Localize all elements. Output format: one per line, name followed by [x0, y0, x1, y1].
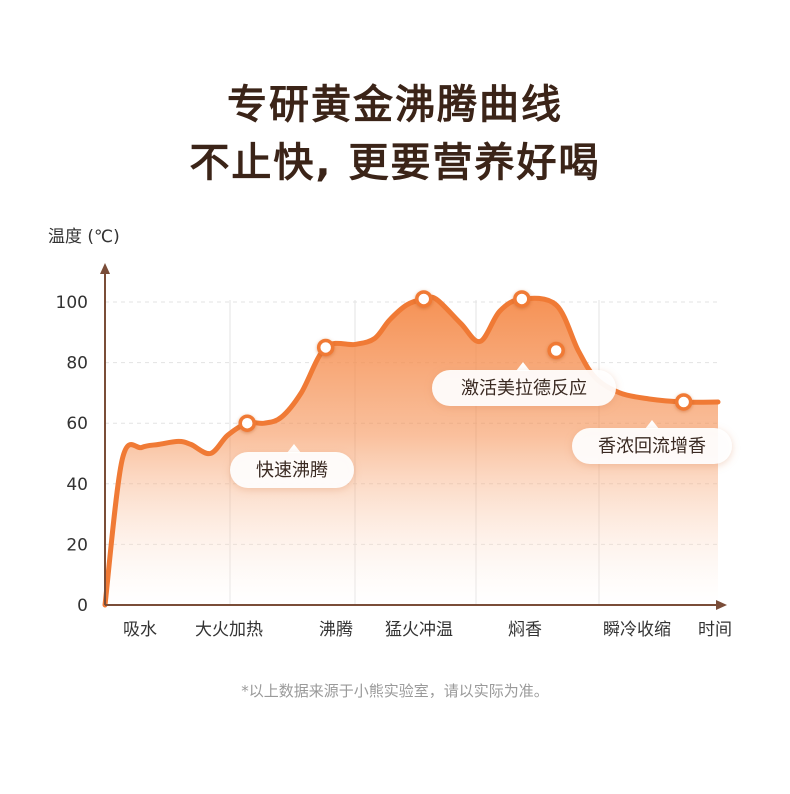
y-axis-label: 温度 (℃) [48, 227, 120, 247]
stage-label: 瞬冷收缩 [603, 620, 671, 640]
stage-label: 猛火冲温 [385, 620, 453, 640]
x-axis-arrow [716, 600, 727, 610]
y-tick-label: 0 [77, 596, 88, 616]
annotation-pointer [287, 444, 301, 453]
annotation-bubble [230, 452, 354, 488]
curve-marker [316, 338, 335, 357]
annotation-text: 快速沸腾 [256, 460, 328, 481]
curve-marker [674, 393, 693, 411]
annotation-text: 香浓回流增香 [598, 436, 706, 457]
y-tick-label: 100 [56, 293, 88, 313]
y-axis-arrow [100, 263, 110, 274]
stage-label: 焖香 [508, 620, 542, 640]
annotation-pill: 快速沸腾 [230, 444, 354, 488]
y-tick-label: 80 [66, 354, 88, 374]
curve-marker [238, 414, 256, 432]
curve-marker [415, 290, 433, 308]
annotation-pointer [645, 420, 659, 429]
annotation-bubble [432, 370, 616, 406]
curve-marker [513, 290, 531, 308]
data-source-footnote: *以上数据来源于小熊实验室，请以实际为准。 [241, 682, 549, 700]
curve-marker [547, 341, 565, 360]
headline-line-1: 专研黄金沸腾曲线 [227, 82, 563, 128]
y-tick-label: 20 [66, 535, 88, 555]
x-axis-label: 时间 [698, 620, 732, 640]
annotation-text: 激活美拉德反应 [461, 378, 587, 399]
temperature-curve-line [102, 294, 721, 608]
y-tick-label: 40 [66, 475, 88, 495]
stage-label: 沸腾 [319, 620, 353, 640]
stage-label: 大火加热 [195, 620, 263, 640]
stage-label: 吸水 [123, 620, 157, 640]
headline-line-2: 不止快, 更要营养好喝 [189, 140, 601, 186]
annotation-pill: 香浓回流增香 [572, 420, 732, 464]
annotation-bubble [572, 428, 732, 464]
y-tick-label: 60 [66, 414, 88, 434]
annotation-pointer [516, 362, 530, 371]
annotation-pill: 激活美拉德反应 [432, 362, 616, 406]
